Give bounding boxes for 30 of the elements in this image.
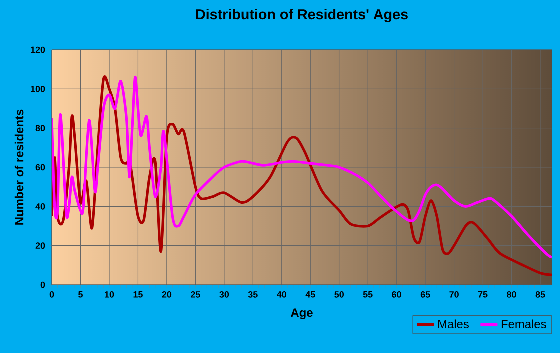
x-axis-title: Age (291, 308, 313, 320)
y-axis-title: Number of residents (14, 110, 24, 225)
x-tick-label: 45 (306, 292, 316, 298)
x-tick-label: 55 (363, 292, 373, 298)
y-tick-label: 20 (36, 242, 46, 250)
x-tick-label: 20 (162, 292, 172, 298)
x-tick-label: 60 (392, 292, 402, 298)
x-tick-label: 25 (191, 292, 200, 298)
x-tick-label: 15 (134, 292, 143, 298)
x-tick-label: 0 (50, 292, 54, 298)
y-tick-label: 120 (31, 46, 46, 54)
x-tick-label: 5 (78, 292, 83, 298)
y-tick-label: 80 (36, 125, 46, 132)
x-tick-label: 80 (507, 292, 516, 298)
x-tick-label: 40 (277, 292, 287, 298)
x-tick-label: 50 (334, 292, 344, 298)
y-tick-label: 60 (36, 164, 46, 171)
x-tick-label: 30 (220, 292, 230, 298)
x-tick-label: 75 (478, 292, 488, 298)
y-tick-label: 100 (31, 86, 46, 92)
x-tick-label: 65 (420, 292, 430, 298)
y-tick-label: 40 (36, 203, 46, 210)
x-tick-label: 85 (536, 292, 546, 298)
chart-title: Distribution of Residents' Ages (196, 9, 408, 23)
y-tick-label: 0 (40, 282, 46, 288)
legend-label: Males (438, 320, 469, 329)
x-tick-label: 10 (105, 292, 114, 298)
x-tick-label: 35 (248, 292, 258, 298)
legend-label: Females (502, 320, 546, 329)
x-tick-label: 70 (450, 292, 459, 298)
